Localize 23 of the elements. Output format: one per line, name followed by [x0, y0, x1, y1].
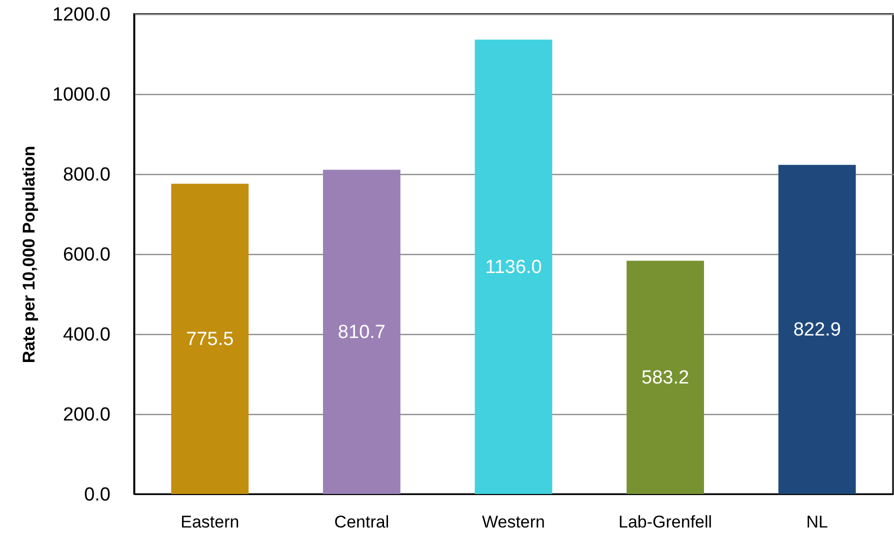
y-tick-label: 800.0	[62, 164, 110, 186]
bar	[474, 40, 552, 494]
y-tick-label: 1000.0	[52, 84, 110, 106]
data-label: 775.5	[186, 328, 234, 350]
bar	[778, 164, 856, 494]
y-axis-title: Rate per 10,000 Population	[19, 146, 38, 364]
x-tick-label: Lab-Grenfell	[618, 512, 712, 532]
data-label: 1136.0	[485, 256, 542, 278]
x-tick-label: Western	[482, 512, 545, 532]
data-label: 583.2	[642, 367, 690, 388]
x-tick-label: NL	[806, 512, 828, 532]
bar	[626, 260, 704, 494]
x-tick-label: Central	[334, 512, 390, 532]
y-tick-label: 600.0	[62, 244, 110, 266]
bar	[322, 170, 400, 494]
data-label: 810.7	[338, 322, 386, 343]
bar	[171, 184, 249, 494]
x-tick-label: Eastern	[180, 512, 240, 532]
y-tick-label: 1200.0	[52, 4, 110, 26]
y-tick-label: 200.0	[62, 404, 110, 426]
y-tick-label: 400.0	[62, 324, 110, 346]
data-label: 822.9	[793, 319, 841, 340]
y-tick-label: 0.0	[84, 484, 110, 506]
